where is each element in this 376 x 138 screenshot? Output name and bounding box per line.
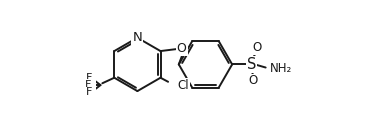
Text: O: O (252, 41, 261, 54)
Text: O: O (177, 42, 186, 55)
Text: F: F (86, 87, 92, 97)
Text: F: F (86, 73, 92, 83)
Text: NH₂: NH₂ (270, 62, 293, 75)
Text: S: S (247, 57, 256, 72)
Text: N: N (132, 31, 142, 44)
Text: Cl: Cl (177, 79, 189, 92)
Text: O: O (249, 75, 258, 87)
Text: F: F (85, 80, 91, 90)
